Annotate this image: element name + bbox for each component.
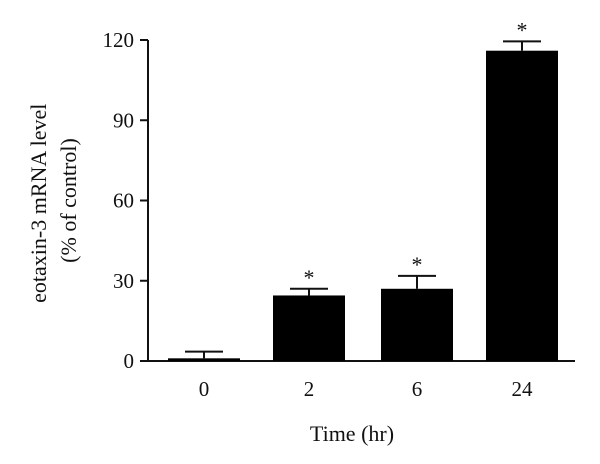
labels: 0 30 60 90 120 0 2 * 6 * 24 * [103, 17, 534, 401]
y-tick-label: 90 [113, 108, 134, 132]
x-tick-label: 6 [412, 377, 423, 401]
bar [486, 50, 558, 361]
y-axis-title-line-1: eotaxin-3 mRNA level [26, 104, 51, 303]
y-axis-title: eotaxin-3 mRNA level (% of control) [26, 98, 81, 303]
y-tick-label: 30 [113, 269, 134, 293]
significance-marker: * [517, 17, 528, 42]
bar [168, 358, 240, 361]
x-tick-label: 0 [199, 377, 210, 401]
bar [381, 288, 453, 361]
bars [168, 40, 558, 361]
y-tick-label: 60 [113, 189, 134, 213]
y-tick-label: 0 [124, 349, 135, 373]
y-axis-title-line-2: (% of control) [56, 138, 81, 263]
y-tick-label: 120 [103, 28, 135, 52]
x-tick-label: 2 [304, 377, 315, 401]
x-tick-label: 24 [512, 377, 534, 401]
bar [273, 295, 345, 361]
x-axis-title: Time (hr) [310, 421, 394, 446]
significance-marker: * [412, 252, 423, 277]
significance-marker: * [304, 265, 315, 290]
